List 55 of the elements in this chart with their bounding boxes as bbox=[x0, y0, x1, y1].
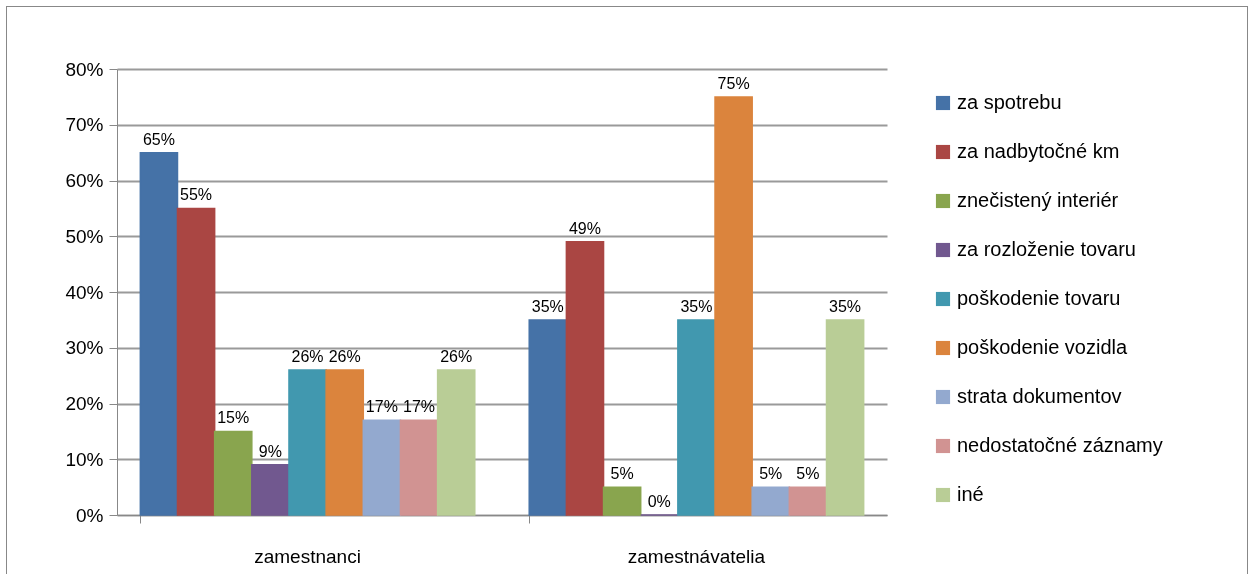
legend-label: za rozloženie tovaru bbox=[957, 238, 1136, 260]
y-tick-label: 0% bbox=[76, 504, 104, 526]
data-label: 15% bbox=[217, 409, 250, 427]
y-tick-label: 80% bbox=[65, 58, 104, 80]
bar bbox=[788, 486, 828, 516]
legend-label: nedostatočné záznamy bbox=[957, 434, 1163, 456]
y-tick-label: 10% bbox=[65, 448, 104, 470]
data-label: 49% bbox=[568, 219, 601, 237]
data-label: 35% bbox=[680, 297, 713, 315]
bar bbox=[362, 419, 402, 516]
data-label: 26% bbox=[440, 348, 473, 366]
data-label: 75% bbox=[717, 74, 750, 92]
bar bbox=[751, 486, 791, 516]
data-label: 17% bbox=[403, 398, 436, 416]
bar bbox=[139, 151, 179, 516]
y-tick-label: 20% bbox=[65, 393, 104, 414]
bar bbox=[436, 369, 476, 516]
data-label: 17% bbox=[365, 398, 398, 416]
data-label: 5% bbox=[796, 465, 820, 483]
data-label: 26% bbox=[328, 348, 361, 366]
y-tick-label: 50% bbox=[65, 225, 104, 247]
bar bbox=[528, 319, 568, 516]
data-label: 5% bbox=[759, 465, 783, 483]
legend-label: iné bbox=[957, 483, 984, 505]
bar bbox=[602, 486, 642, 516]
data-label: 0% bbox=[647, 493, 671, 510]
bar bbox=[399, 419, 439, 516]
data-label: 35% bbox=[829, 297, 862, 315]
data-label: 9% bbox=[258, 442, 282, 460]
bar bbox=[251, 464, 290, 516]
bar bbox=[714, 96, 753, 516]
legend-label: poškodenie tovaru bbox=[957, 287, 1121, 309]
data-label: 35% bbox=[531, 297, 564, 315]
bar bbox=[565, 241, 605, 516]
legend-label: za spotrebu bbox=[957, 91, 1062, 113]
legend-label: znečistený interiér bbox=[957, 189, 1119, 211]
bar bbox=[677, 319, 716, 516]
data-label: 55% bbox=[180, 186, 213, 204]
data-label: 65% bbox=[142, 130, 175, 148]
legend-label: poškodenie vozidla bbox=[957, 336, 1128, 358]
y-tick-label: 70% bbox=[65, 114, 104, 136]
x-tick-label: zamestnanci bbox=[254, 545, 361, 567]
bar bbox=[325, 369, 365, 516]
bar bbox=[213, 430, 253, 516]
x-tick-label: zamestnávatelia bbox=[627, 545, 766, 567]
y-tick-label: 30% bbox=[65, 337, 104, 359]
y-tick-label: 40% bbox=[65, 281, 104, 303]
y-tick-label: 60% bbox=[65, 170, 104, 191]
legend-label: strata dokumentov bbox=[957, 385, 1122, 407]
data-label: 5% bbox=[610, 465, 634, 483]
bar bbox=[176, 207, 216, 516]
data-label: 26% bbox=[291, 348, 324, 366]
bar bbox=[288, 369, 327, 516]
bar bbox=[825, 319, 865, 516]
legend-label: za nadbytočné km bbox=[957, 140, 1120, 162]
